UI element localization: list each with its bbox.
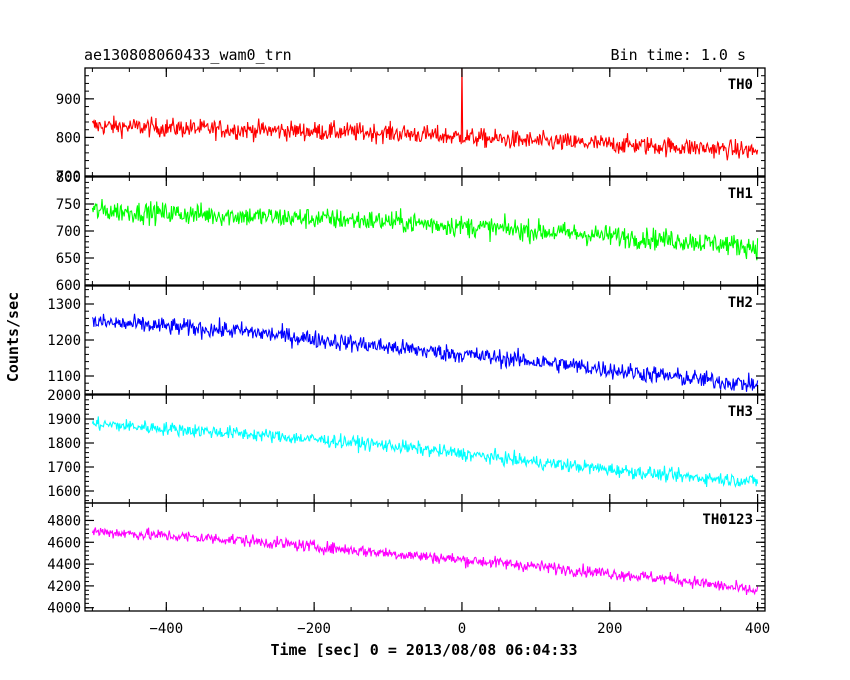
y-tick-label: 1800 (47, 436, 81, 452)
y-tick-label: 600 (56, 278, 81, 294)
panel-th3: 1600 1700 1800 1900 2000 TH3 (47, 388, 766, 504)
y-tick-label: 1100 (47, 369, 81, 385)
panel-label: TH0 (728, 77, 753, 93)
y-tick-label: 1300 (47, 297, 81, 313)
x-axis-label: Time [sec] 0 = 2013/08/08 06:04:33 (270, 641, 577, 659)
x-tick-label: 400 (745, 621, 770, 637)
y-tick-label: 650 (56, 251, 81, 267)
y-axis-label: Counts/sec (4, 292, 22, 382)
y-tick-label: 2000 (47, 388, 81, 404)
x-tick-label: 0 (458, 621, 466, 637)
y-tick-label: 800 (56, 170, 81, 186)
panel-frame (84, 176, 766, 286)
series-line-th2 (91, 313, 759, 392)
panel-th1: 600 650 700 750 800 TH1 (56, 170, 766, 294)
panel-frame (84, 285, 766, 395)
series-line-th0 (91, 68, 759, 161)
series-line-th0123 (91, 527, 759, 596)
panel-frame (84, 67, 766, 177)
y-tick-label: 1700 (47, 460, 81, 476)
chart-title-left: ae130808060433_wam0_trn (84, 46, 292, 64)
y-tick-label: 900 (56, 92, 81, 108)
x-tick-label: −200 (297, 621, 331, 637)
y-tick-label: 4600 (47, 535, 81, 551)
y-tick-label: 700 (56, 169, 81, 185)
panel-label: TH0123 (702, 512, 753, 528)
y-tick-label: 800 (56, 130, 81, 146)
panels-group: 700800900TH0600650700750800TH11100120013… (47, 67, 770, 637)
y-tick-label: 1200 (47, 333, 81, 349)
panel-th0123: 4000 4200 4400 4600 4800 TH0123 (47, 502, 766, 617)
y-tick-label: 4000 (47, 601, 81, 617)
y-tick-label: 4200 (47, 579, 81, 595)
panel-label: TH2 (728, 295, 753, 311)
x-tick-label: 200 (597, 621, 622, 637)
y-tick-label: 4800 (47, 513, 81, 529)
y-tick-label: 700 (56, 224, 81, 240)
panel-th2: 1100 1200 1300 TH2 (47, 285, 766, 395)
x-tick-label: −400 (149, 621, 183, 637)
y-tick-label: 750 (56, 197, 81, 213)
chart-title-right: Bin time: 1.0 s (611, 46, 746, 64)
y-tick-label: 1600 (47, 484, 81, 500)
panel-label: TH3 (728, 404, 753, 420)
panel-label: TH1 (728, 186, 753, 202)
y-tick-label: 1900 (47, 412, 81, 428)
series-line-th3 (91, 416, 759, 488)
series-line-th1 (91, 198, 759, 261)
y-tick-label: 4400 (47, 557, 81, 573)
